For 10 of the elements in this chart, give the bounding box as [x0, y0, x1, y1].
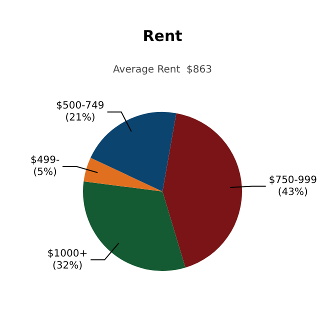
slice-label: $750-999	[268, 174, 317, 186]
data-label: (32%)	[52, 260, 83, 272]
slice-label: $500-749	[56, 100, 104, 112]
data-label: (21%)	[65, 112, 96, 124]
data-label: (5%)	[33, 167, 57, 178]
chart-subtitle: Average Rent $863	[113, 64, 212, 76]
slice-label: $499-	[30, 155, 60, 166]
slice-label: $1000+	[47, 248, 88, 260]
chart-title: Rent	[142, 26, 182, 45]
data-label: (43%)	[278, 186, 308, 198]
